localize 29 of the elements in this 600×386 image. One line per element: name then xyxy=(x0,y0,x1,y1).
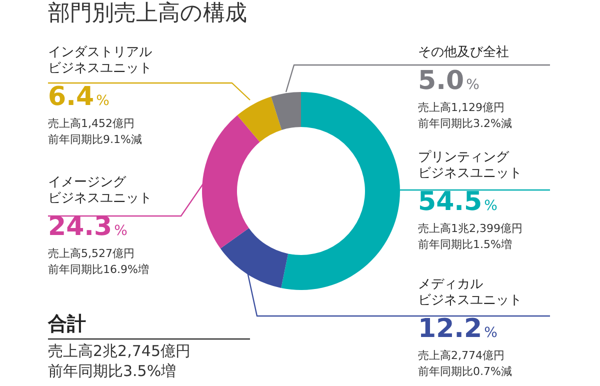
text: 前年同期比3.2%減 xyxy=(418,116,513,132)
donut-slice xyxy=(202,115,260,248)
slice-label: その他及び全社 xyxy=(418,45,510,61)
slice-label: プリンティングビジネスユニット xyxy=(418,150,523,182)
text: 売上高5,527億円 xyxy=(48,246,136,262)
donut-slice xyxy=(281,92,400,290)
text: 前年同期比16.9%増 xyxy=(48,262,150,278)
slice-label: イメージングビジネスユニット xyxy=(48,175,153,207)
text: 前年同期比3.5%増 xyxy=(48,361,178,381)
donut-slice xyxy=(237,96,282,142)
donut-slice xyxy=(271,92,301,130)
slice-label: メディカルビジネスユニット xyxy=(418,277,523,309)
data-label: 5.0% xyxy=(418,66,480,98)
data-label: 54.5% xyxy=(418,187,498,219)
slice-label: インダストリアルビジネスユニット xyxy=(48,45,153,77)
text: 売上高2,774億円 xyxy=(418,348,506,364)
text: 合計 xyxy=(48,312,87,336)
text: 前年同期比9.1%減 xyxy=(48,132,143,148)
text: 売上高1兆2,399億円 xyxy=(418,221,524,237)
donut-slice xyxy=(220,228,288,288)
data-label: 12.2% xyxy=(418,314,498,346)
text: 前年同期比0.7%減 xyxy=(418,364,513,380)
text: 売上高2兆2,745億円 xyxy=(48,341,192,361)
text: 売上高1,452億円 xyxy=(48,116,136,132)
text: 売上高1,129億円 xyxy=(418,100,506,116)
text: 前年同期比1.5%増 xyxy=(418,237,513,253)
chart-title: 部門別売上高の構成 xyxy=(48,0,247,28)
data-label: 24.3% xyxy=(48,212,128,244)
data-label: 6.4% xyxy=(48,82,110,114)
